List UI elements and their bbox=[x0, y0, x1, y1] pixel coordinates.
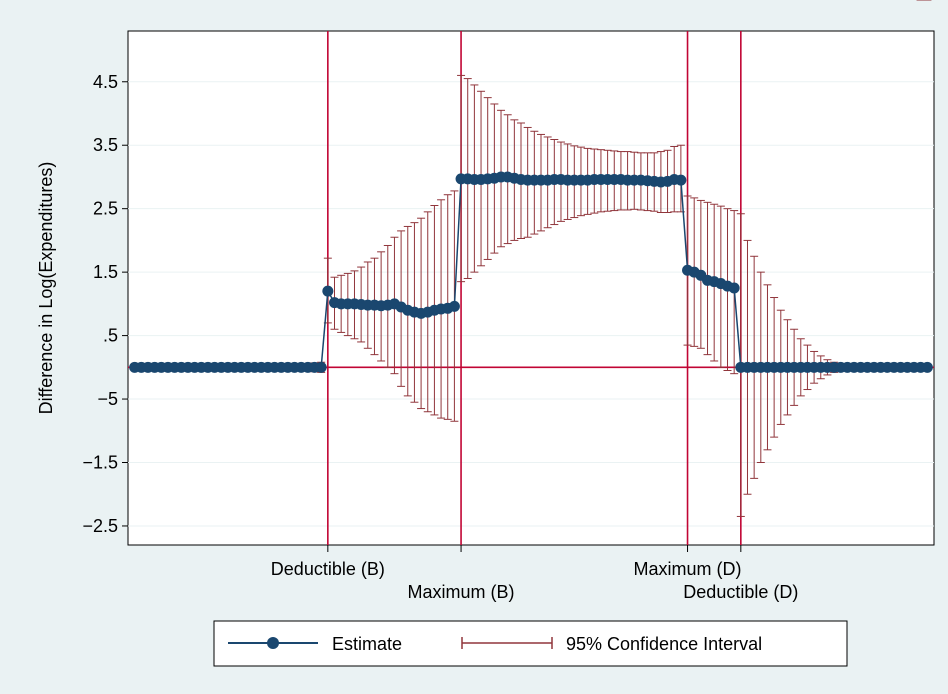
y-tick-label-5: −5 bbox=[97, 389, 118, 409]
x-tick-label-0: Deductible (B) bbox=[271, 559, 385, 579]
x-axis: Deductible (B) Maximum (B) Maximum (D) Dedu… bbox=[271, 545, 798, 602]
estimate-point-82 bbox=[675, 174, 687, 186]
y-tick-label-4: .5 bbox=[103, 326, 118, 346]
y-axis-label: Difference in Log(Expenditures) bbox=[36, 162, 56, 415]
x-tick-label-2: Maximum (D) bbox=[634, 559, 742, 579]
legend-estimate-label: Estimate bbox=[332, 634, 402, 654]
legend-ci-label: 95% Confidence Interval bbox=[566, 634, 762, 654]
x-tick-label-3: Deductible (D) bbox=[683, 582, 798, 602]
estimate-point-28 bbox=[315, 361, 327, 373]
legend: Estimate 95% Confidence Interval bbox=[213, 620, 848, 667]
grid-lines bbox=[128, 81, 934, 527]
y-tick-label-2: 2.5 bbox=[93, 199, 118, 219]
estimate-point-90 bbox=[728, 282, 740, 294]
legend-estimate-marker bbox=[267, 637, 279, 649]
estimate-point-48 bbox=[448, 300, 460, 312]
plot-area bbox=[127, 30, 935, 546]
x-tick-label-1: Maximum (B) bbox=[408, 582, 515, 602]
y-tick-label-7: −2.5 bbox=[82, 516, 118, 536]
estimate-point-119 bbox=[921, 361, 933, 373]
estimate-point-29 bbox=[322, 285, 334, 297]
y-tick-label-6: −1.5 bbox=[82, 453, 118, 473]
estimate-series bbox=[129, 171, 933, 373]
y-tick-label-0: 4.5 bbox=[93, 72, 118, 92]
y-tick-label-1: 3.5 bbox=[93, 135, 118, 155]
y-tick-label-3: 1.5 bbox=[93, 262, 118, 282]
y-axis: 4.5 3.5 2.5 1.5 .5 −5 −1.5 −2.5 bbox=[82, 72, 128, 536]
